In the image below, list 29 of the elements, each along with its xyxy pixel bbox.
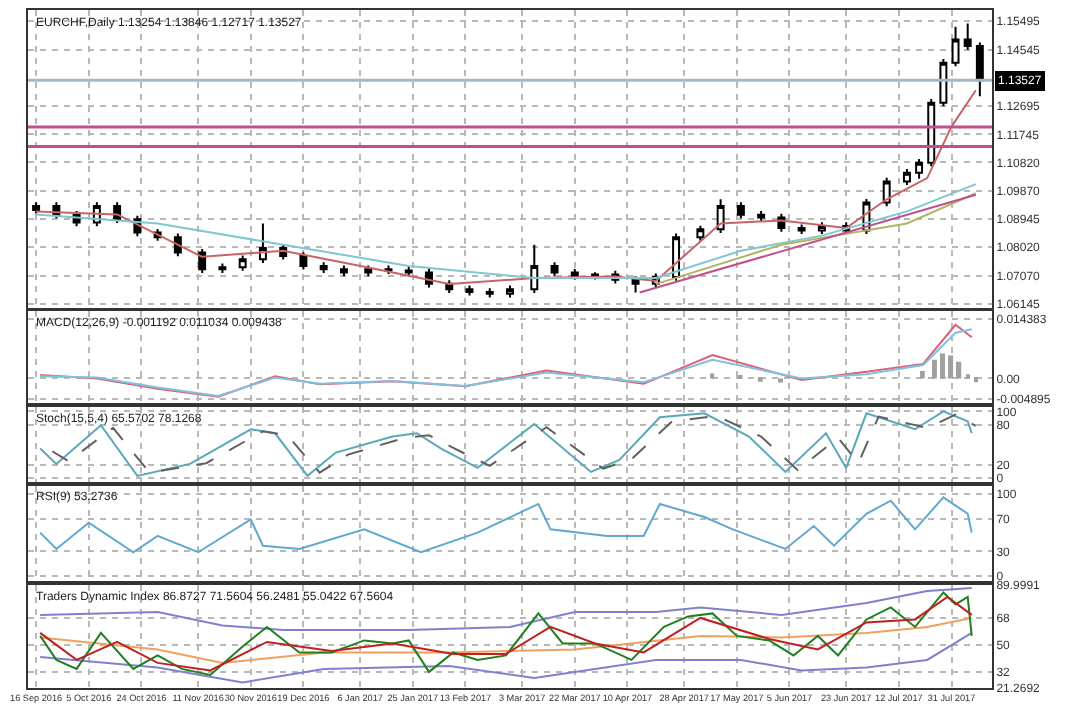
candlestick [364,264,373,278]
bar [920,370,925,379]
candlestick [339,264,348,278]
candlestick [882,176,891,208]
bar [948,355,954,379]
bar [710,373,715,379]
candlestick [902,168,911,187]
candlestick [258,222,267,264]
candlestick [530,243,539,294]
candlestick [299,251,308,271]
candlestick [32,201,41,215]
candlestick [736,201,745,220]
candlestick [319,261,328,274]
candlestick [757,210,766,223]
candlestick [485,287,494,299]
bar [932,359,937,379]
candlestick [218,262,227,274]
candlestick [631,275,640,294]
candlestick [465,284,474,297]
bar [956,361,962,379]
candlestick [797,223,806,236]
bar [974,377,978,383]
candlestick [696,224,705,242]
bar [940,353,946,379]
candlestick [506,284,514,299]
candlestick [716,198,725,234]
candlestick [550,261,559,278]
candlestick [404,265,413,278]
candlestick [238,254,247,272]
